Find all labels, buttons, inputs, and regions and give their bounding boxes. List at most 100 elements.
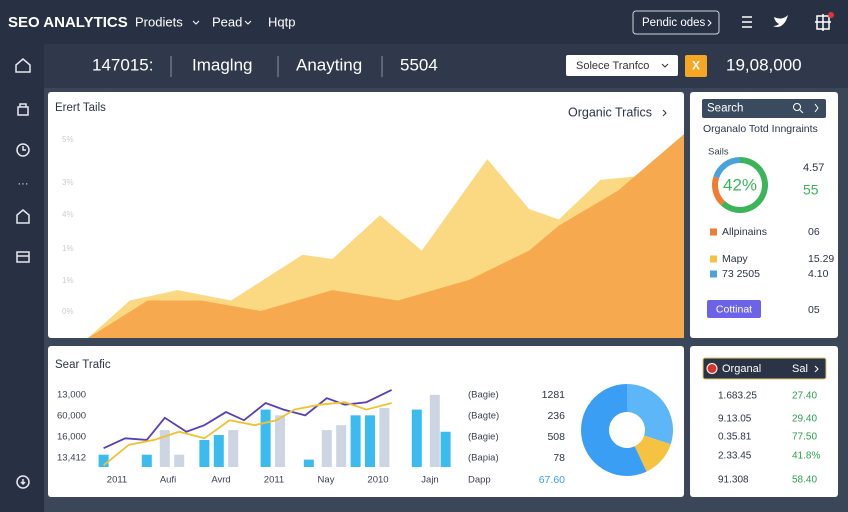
side-panel bbox=[690, 92, 838, 338]
table-header-cell: Organal bbox=[722, 363, 761, 375]
panel-title: Erert Tails bbox=[55, 102, 106, 114]
caret bbox=[662, 109, 667, 117]
x-label: 2011 bbox=[264, 475, 284, 486]
icon-search bbox=[793, 103, 801, 111]
stat: 147015: bbox=[92, 55, 153, 74]
x-label: Nay bbox=[318, 475, 335, 486]
brand: SEO ANALYTICS bbox=[8, 14, 128, 31]
y-label: 13,000 bbox=[57, 390, 86, 401]
x-label: 2010 bbox=[367, 475, 388, 486]
caret bbox=[244, 20, 252, 25]
bar bbox=[429, 394, 440, 467]
bar bbox=[199, 439, 210, 467]
legend-name: (Bagie) bbox=[468, 390, 499, 401]
table-header bbox=[702, 357, 827, 380]
icon-more[interactable]: ··· bbox=[18, 178, 29, 190]
item-name: Allpinains bbox=[722, 226, 767, 238]
notification-dot bbox=[828, 12, 834, 18]
legend-name: (Bagte) bbox=[468, 411, 499, 422]
side-stat: 55 bbox=[803, 182, 819, 198]
table-panel bbox=[690, 346, 838, 497]
legend-name: (Bagie) bbox=[468, 432, 499, 443]
icon-bag[interactable] bbox=[17, 103, 29, 116]
bar bbox=[303, 459, 314, 467]
panel-link[interactable]: Organic Trafics bbox=[568, 105, 652, 119]
item-value: 06 bbox=[808, 226, 820, 238]
table-cell: 1.683.25 bbox=[718, 391, 757, 402]
line bbox=[103, 401, 392, 467]
bar bbox=[440, 431, 451, 467]
table-cell: 0.35.81 bbox=[718, 432, 752, 443]
table-cell: 9.13.05 bbox=[718, 414, 752, 425]
icon-search-arrow bbox=[799, 103, 819, 114]
bar bbox=[379, 407, 390, 467]
bar bbox=[174, 454, 185, 467]
donut-segment bbox=[627, 384, 673, 445]
stat: 5504 bbox=[400, 55, 438, 74]
item-name: Mapy bbox=[722, 253, 748, 265]
x-label: 2011 bbox=[107, 475, 127, 486]
icon-home[interactable] bbox=[15, 58, 31, 73]
bar bbox=[365, 415, 375, 467]
bar bbox=[350, 415, 361, 467]
bar bbox=[275, 415, 285, 467]
action-button[interactable] bbox=[685, 55, 707, 77]
legend-name: (Bapia) bbox=[468, 453, 499, 464]
x-label: Avrd bbox=[211, 475, 230, 486]
caret bbox=[707, 19, 712, 27]
total: 19,08,000 bbox=[726, 55, 802, 74]
table-cell: 41.8% bbox=[792, 451, 820, 462]
stat: Imaglng bbox=[192, 55, 252, 74]
caret bbox=[814, 365, 819, 373]
ring-value: 42% bbox=[723, 175, 757, 194]
sidebar bbox=[0, 44, 44, 512]
y-label: 13,412 bbox=[57, 453, 86, 464]
icon-card[interactable] bbox=[16, 251, 30, 263]
stat: Anayting bbox=[296, 55, 362, 74]
ring-label: Sails bbox=[708, 147, 729, 158]
icon-bird[interactable] bbox=[773, 15, 788, 27]
bar bbox=[228, 430, 239, 467]
item-name: 73 2505 bbox=[722, 268, 760, 280]
legend-swatch bbox=[710, 270, 717, 278]
bar bbox=[98, 454, 109, 467]
axis-label: 1% bbox=[62, 276, 74, 285]
bar bbox=[159, 430, 170, 467]
area bbox=[88, 134, 684, 338]
table-cell: 29.40 bbox=[792, 414, 817, 425]
side-button[interactable] bbox=[707, 300, 761, 318]
bar bbox=[213, 435, 224, 467]
icon-list[interactable] bbox=[742, 16, 752, 28]
menu-item[interactable]: Pead bbox=[212, 14, 242, 29]
item-value: 4.10 bbox=[808, 268, 829, 280]
caret bbox=[192, 20, 200, 25]
axis-label: 4% bbox=[62, 210, 74, 219]
donut-segment bbox=[581, 384, 647, 476]
action-label: X bbox=[692, 59, 700, 73]
y-label: 60,000 bbox=[57, 411, 86, 422]
ring-segment bbox=[720, 157, 769, 214]
panel-title: Sear Trafic bbox=[55, 359, 111, 371]
icon-building[interactable] bbox=[16, 209, 30, 224]
icon-grid[interactable] bbox=[815, 14, 831, 31]
icon-clock[interactable] bbox=[16, 143, 30, 157]
top-button[interactable] bbox=[632, 10, 720, 35]
footer-label: Dapp bbox=[468, 475, 491, 486]
footer-value: 67.60 bbox=[539, 474, 565, 486]
topbar bbox=[0, 0, 848, 44]
icon-download[interactable] bbox=[16, 475, 30, 489]
x-label: Aufi bbox=[160, 475, 176, 486]
table-cell: 58.40 bbox=[792, 475, 817, 486]
y-label: 16,000 bbox=[57, 432, 86, 443]
menu-item[interactable]: Prodiets bbox=[135, 14, 183, 29]
axis-label: 1% bbox=[62, 244, 74, 253]
axis-label: 0% bbox=[62, 307, 74, 316]
bar bbox=[411, 409, 422, 467]
statsbar bbox=[44, 44, 848, 88]
item-value: 15.29 bbox=[808, 253, 834, 265]
legend-value: 508 bbox=[547, 431, 565, 443]
table-cell: 2.33.45 bbox=[718, 451, 752, 462]
select[interactable] bbox=[566, 55, 678, 76]
menu-item[interactable]: Hqtp bbox=[268, 14, 295, 29]
